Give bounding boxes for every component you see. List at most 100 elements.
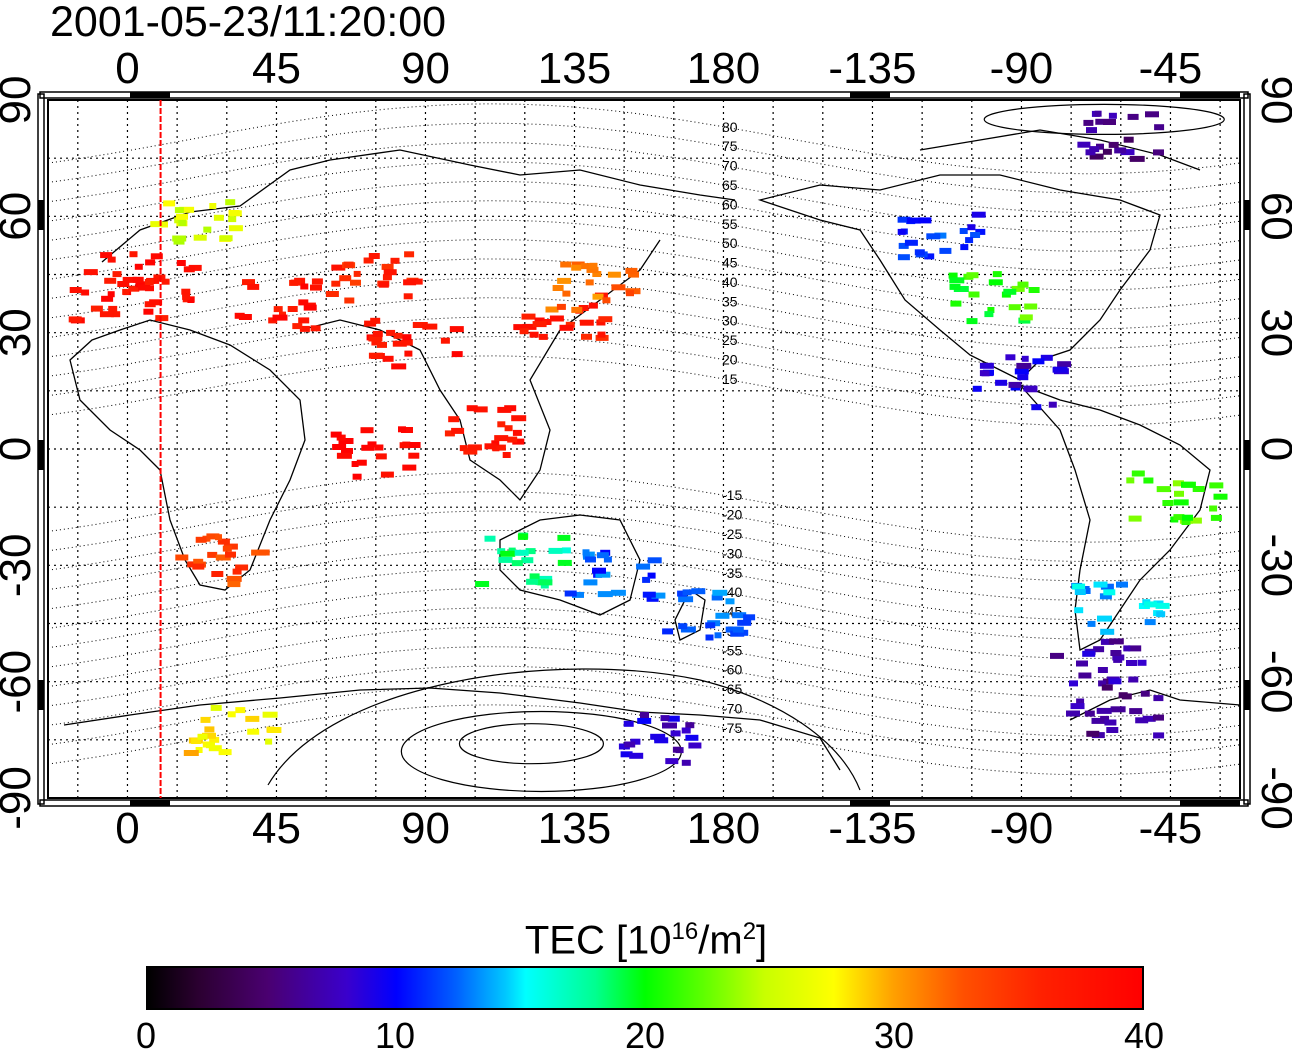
tec-point bbox=[1144, 601, 1157, 608]
tec-point bbox=[1108, 678, 1122, 685]
tec-point bbox=[182, 293, 191, 300]
tec-point bbox=[1083, 119, 1094, 126]
tec-point bbox=[331, 264, 346, 271]
tec-point bbox=[738, 629, 749, 636]
coastlines bbox=[63, 129, 1241, 771]
tec-point bbox=[1074, 607, 1084, 614]
tec-point bbox=[960, 244, 969, 251]
tec-point bbox=[408, 452, 420, 459]
tec-point bbox=[502, 452, 511, 458]
tec-point bbox=[1131, 470, 1145, 477]
tec-point bbox=[1120, 149, 1135, 156]
tec-point bbox=[188, 264, 202, 271]
tec-point bbox=[662, 628, 674, 635]
tec-point bbox=[677, 590, 688, 597]
tec-point bbox=[144, 279, 154, 285]
tec-point bbox=[473, 406, 488, 413]
tec-point bbox=[1025, 386, 1038, 393]
tec-point bbox=[743, 614, 756, 621]
tec-point bbox=[512, 438, 525, 445]
tec-point bbox=[1096, 707, 1112, 714]
tec-point bbox=[924, 253, 935, 260]
tec-point bbox=[193, 558, 204, 565]
tec-point bbox=[310, 325, 321, 332]
tec-region-southeast-asia bbox=[444, 405, 527, 458]
tec-point bbox=[494, 435, 509, 442]
contour-label: -75 bbox=[722, 720, 742, 736]
tec-point bbox=[1112, 654, 1125, 661]
tec-point bbox=[1078, 672, 1092, 679]
tec-point bbox=[99, 311, 114, 318]
tec-point bbox=[1209, 482, 1224, 489]
tec-point bbox=[290, 279, 301, 286]
frame-band bbox=[1180, 92, 1240, 98]
tec-point bbox=[466, 405, 478, 412]
tec-point bbox=[360, 427, 374, 434]
tec-point bbox=[150, 253, 163, 260]
tec-point bbox=[111, 311, 121, 318]
tec-point bbox=[1162, 500, 1174, 506]
tec-point bbox=[422, 323, 438, 330]
tec-point bbox=[665, 758, 679, 765]
contour-label: -25 bbox=[722, 526, 742, 542]
tec-point bbox=[595, 334, 609, 341]
tec-point bbox=[1103, 119, 1116, 125]
tec-point bbox=[1172, 480, 1184, 487]
tec-point bbox=[145, 259, 156, 266]
tec-point bbox=[603, 556, 612, 563]
tec-point bbox=[1140, 690, 1150, 697]
tec-point bbox=[218, 749, 232, 756]
tec-point bbox=[926, 233, 941, 240]
colorbar-label-30: 30 bbox=[873, 1015, 915, 1056]
tec-point bbox=[372, 330, 383, 337]
tec-point bbox=[209, 736, 220, 743]
tec-point bbox=[642, 576, 651, 583]
tec-point bbox=[1145, 111, 1159, 118]
tec-point bbox=[538, 333, 548, 340]
tec-point bbox=[1182, 481, 1196, 488]
timestamp-title: 2001-05-23/11:20:00 bbox=[50, 0, 447, 46]
contour-label: -20 bbox=[722, 507, 742, 523]
colorbar-title-close: ] bbox=[756, 918, 768, 963]
tec-point bbox=[163, 200, 176, 207]
tec-point bbox=[200, 716, 211, 723]
right-lat-label: 0 bbox=[1252, 437, 1292, 461]
tec-point bbox=[1126, 660, 1137, 666]
frame-band bbox=[1244, 680, 1250, 710]
tec-point bbox=[1014, 368, 1029, 375]
tec-point bbox=[129, 251, 138, 258]
tec-point bbox=[1142, 715, 1156, 722]
contour-label: 25 bbox=[722, 332, 738, 348]
tec-point bbox=[572, 591, 584, 598]
tec-point bbox=[583, 579, 598, 586]
tec-point bbox=[1021, 355, 1029, 362]
tec-point bbox=[714, 632, 722, 639]
tec-point bbox=[582, 549, 590, 556]
tec-point bbox=[1123, 136, 1134, 143]
tec-point bbox=[393, 332, 403, 339]
tec-point bbox=[637, 717, 652, 724]
left-lat-label: 0 bbox=[0, 437, 40, 461]
tec-point bbox=[350, 279, 361, 286]
tec-point bbox=[392, 340, 407, 347]
tec-point bbox=[987, 307, 995, 313]
tec-point bbox=[948, 272, 958, 279]
tec-point bbox=[592, 271, 602, 277]
frame-band bbox=[130, 800, 170, 806]
tec-point bbox=[647, 572, 656, 579]
tec-point bbox=[539, 575, 553, 582]
tec-point bbox=[1093, 581, 1108, 588]
tec-point bbox=[972, 385, 982, 392]
tec-point bbox=[1032, 358, 1045, 365]
tec-point bbox=[968, 291, 980, 298]
tec-point bbox=[101, 295, 114, 302]
left-lat-label: -90 bbox=[0, 766, 40, 830]
coastline bbox=[919, 129, 1201, 171]
tec-point bbox=[292, 323, 303, 330]
tec-point bbox=[725, 626, 740, 633]
tec-point bbox=[1153, 732, 1165, 739]
tec-point bbox=[549, 315, 564, 322]
tec-point bbox=[381, 263, 394, 270]
tec-point bbox=[463, 448, 478, 455]
tec-point bbox=[193, 234, 207, 241]
